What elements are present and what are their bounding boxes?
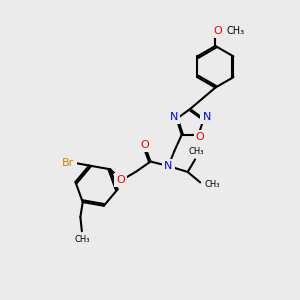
Text: N: N <box>169 112 178 122</box>
Text: O: O <box>213 26 222 35</box>
Text: N: N <box>164 161 172 171</box>
Text: O: O <box>116 175 125 185</box>
Text: O: O <box>141 140 150 150</box>
Text: Br: Br <box>62 158 74 168</box>
Text: CH₃: CH₃ <box>204 180 220 189</box>
Text: CH₃: CH₃ <box>188 148 204 157</box>
Text: CH₃: CH₃ <box>227 26 245 36</box>
Text: CH₃: CH₃ <box>74 235 90 244</box>
Text: O: O <box>196 132 204 142</box>
Text: N: N <box>202 112 211 122</box>
